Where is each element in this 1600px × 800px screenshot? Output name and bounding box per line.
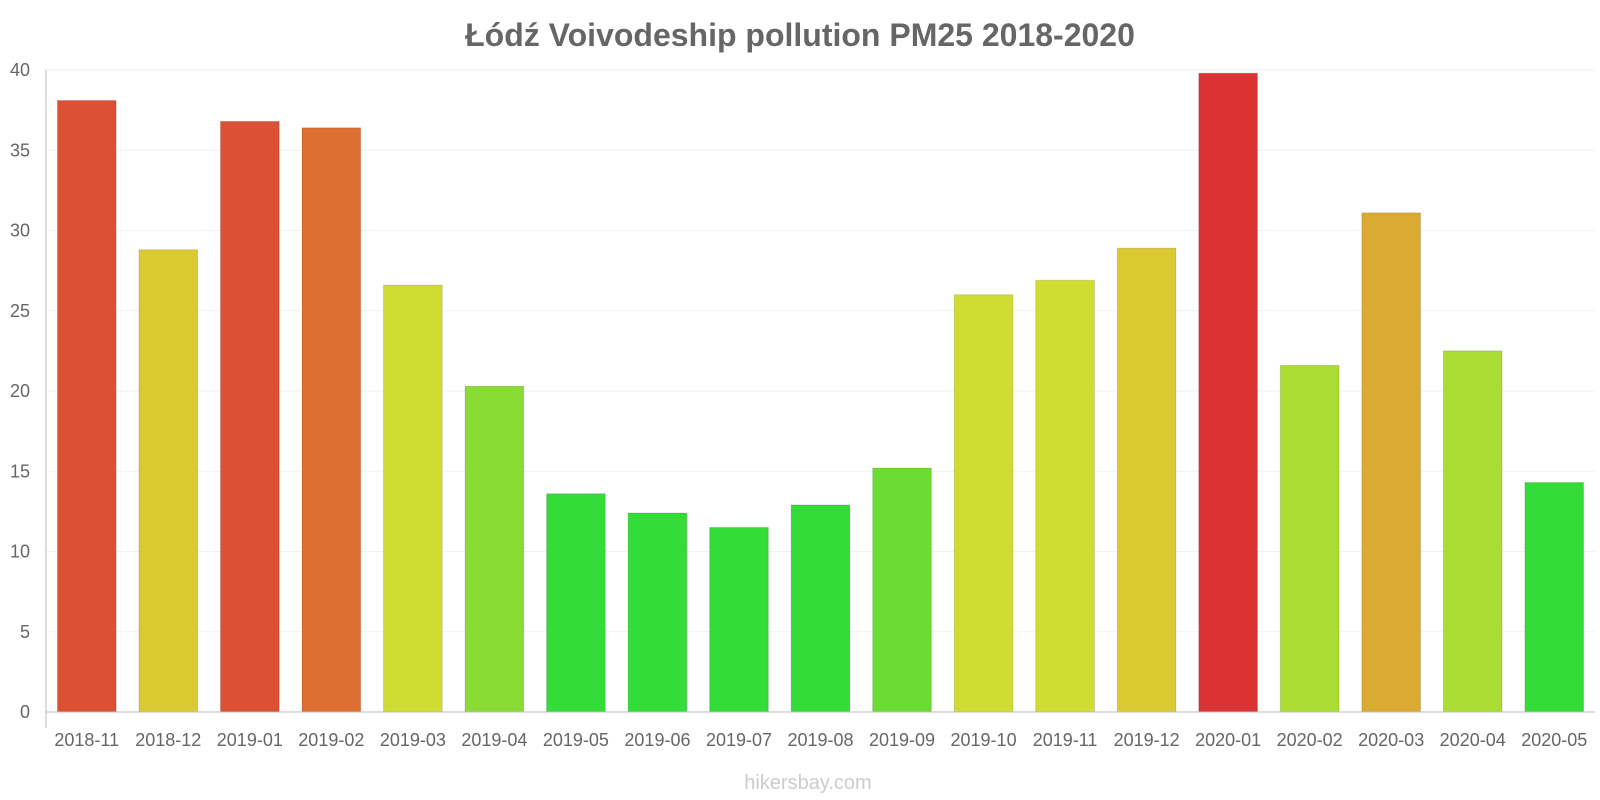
x-tick-label: 2020-04 — [1440, 730, 1506, 750]
bar-2019-06 — [627, 512, 688, 713]
x-tick-label: 2019-09 — [869, 730, 935, 750]
y-tick-label: 30 — [10, 221, 30, 241]
x-tick-label: 2020-05 — [1521, 730, 1587, 750]
x-tick-label: 2019-03 — [380, 730, 446, 750]
bar-2019-10 — [953, 294, 1014, 713]
bar-2019-07 — [709, 526, 769, 713]
x-tick-label: 2020-01 — [1195, 730, 1261, 750]
bar-2019-11 — [1035, 279, 1095, 713]
y-tick-label: 20 — [10, 381, 30, 401]
x-tick-label: 2019-02 — [298, 730, 364, 750]
bar-2019-02 — [301, 127, 362, 713]
x-tick-label: 2018-12 — [135, 730, 201, 750]
y-tick-label: 10 — [10, 542, 30, 562]
x-tick-label: 2020-03 — [1358, 730, 1424, 750]
x-tick-label: 2019-06 — [624, 730, 690, 750]
bar-2019-05 — [546, 493, 606, 713]
bar-2020-04 — [1442, 350, 1503, 713]
x-tick-label: 2018-11 — [54, 730, 119, 750]
x-tick-label: 2019-04 — [461, 730, 527, 750]
x-tick-label: 2019-07 — [706, 730, 772, 750]
x-axis-ticks: 2018-11 2018-12 2019-01 2019-02 2019-03 2019-… — [54, 730, 1587, 750]
bar-2018-12 — [138, 249, 199, 713]
watermark: hikersbay.com — [744, 772, 871, 794]
y-tick-label: 25 — [10, 301, 30, 321]
y-tick-label: 15 — [10, 461, 30, 481]
x-tick-label: 2019-10 — [951, 730, 1017, 750]
x-tick-label: 2019-11 — [1033, 730, 1098, 750]
x-tick-label: 2019-01 — [217, 730, 283, 750]
bars — [56, 72, 1585, 713]
y-tick-label: 5 — [20, 622, 30, 642]
bar-2019-04 — [464, 385, 525, 713]
bar-2019-09 — [872, 467, 932, 713]
bar-2019-03 — [383, 284, 443, 713]
bar-2019-08 — [790, 504, 851, 713]
y-tick-label: 40 — [10, 60, 30, 80]
chart-title: Łódź Voivodeship pollution PM25 2018-202… — [465, 17, 1135, 53]
bar-2020-03 — [1361, 212, 1422, 713]
x-tick-label: 2019-12 — [1114, 730, 1180, 750]
bar-2020-01 — [1198, 72, 1258, 713]
y-axis-ticks: 0 5 10 15 20 25 30 35 40 — [10, 60, 30, 722]
x-tick-label: 2020-02 — [1277, 730, 1343, 750]
bar-2018-11 — [56, 99, 117, 713]
bar-2019-01 — [219, 120, 280, 713]
x-tick-label: 2019-05 — [543, 730, 609, 750]
bar-2020-02 — [1279, 364, 1340, 713]
x-tick-label: 2019-08 — [787, 730, 853, 750]
y-tick-label: 0 — [20, 702, 30, 722]
y-tick-label: 35 — [10, 140, 30, 160]
bar-2019-12 — [1116, 247, 1177, 713]
bar-2020-05 — [1524, 481, 1585, 713]
